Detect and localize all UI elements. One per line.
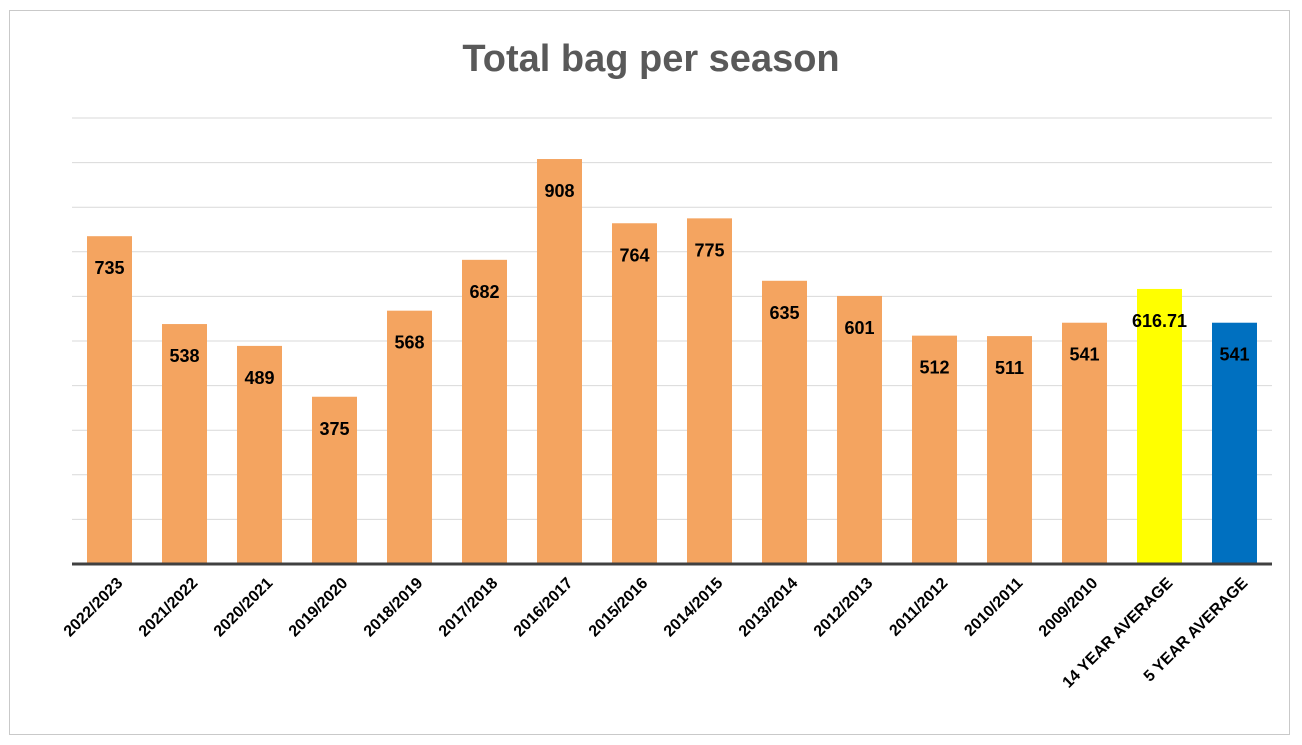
data-label: 735 [94,258,124,278]
bar [612,223,657,565]
bar [762,280,807,564]
bar [987,336,1032,564]
data-label: 511 [995,358,1024,378]
bar [387,310,432,564]
bar [1137,288,1182,564]
data-label: 489 [244,368,274,388]
data-label: 635 [769,303,799,323]
data-label: 538 [169,346,199,366]
category-label: 2022/2023 [61,575,127,641]
bar [687,218,732,564]
category-label: 2021/2022 [136,575,202,641]
data-label: 568 [394,333,424,353]
category-label: 2010/2011 [961,575,1026,640]
category-label: 2011/2012 [886,575,951,640]
category-label: 2020/2021 [211,575,277,641]
category-label: 2017/2018 [436,575,502,641]
data-label: 908 [544,181,574,201]
data-label: 775 [694,240,724,260]
category-label: 2009/2010 [1036,575,1102,641]
bar [162,324,207,564]
category-label: 2016/2017 [511,575,577,641]
data-label: 541 [1069,345,1099,365]
category-label: 2019/2020 [286,575,352,641]
bar [237,345,282,564]
category-label: 2013/2014 [736,575,802,641]
bar [837,295,882,564]
data-label: 764 [619,245,649,265]
bar [1062,322,1107,564]
bar [912,335,957,564]
chart-title: Total bag per season [462,38,840,80]
data-label: 375 [319,419,349,439]
data-label: 512 [919,358,949,378]
data-label: 616.71 [1132,311,1187,331]
category-label: 2014/2015 [661,575,727,641]
category-label: 2015/2016 [586,575,652,641]
bar [87,236,132,564]
category-label: 2012/2013 [811,575,877,641]
bar [312,396,357,564]
bar [462,259,507,564]
data-label: 682 [469,282,499,302]
bar [1212,322,1257,564]
category-label: 2018/2019 [361,575,427,641]
bar [537,159,582,565]
data-label: 601 [844,318,874,338]
data-label: 541 [1219,345,1249,365]
